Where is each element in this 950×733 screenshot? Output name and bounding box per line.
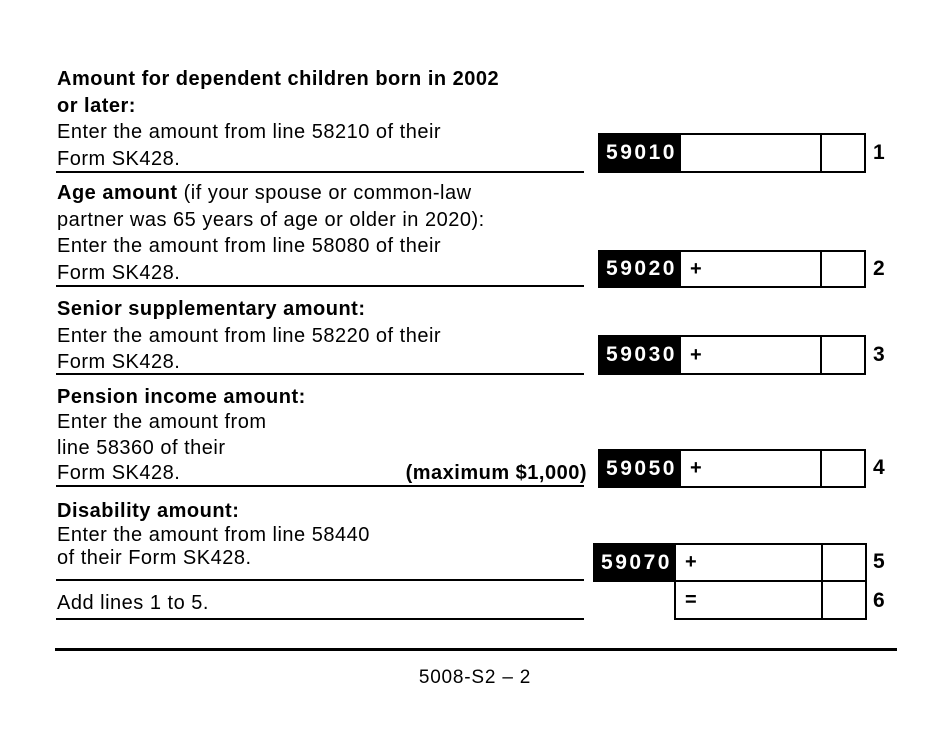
maximum-note: (maximum $1,000): [405, 461, 587, 484]
section-age-amount-text: Age amount (if your spouse or common-law…: [57, 180, 587, 287]
section-body-line: partner was 65 years of age or older in …: [57, 208, 485, 231]
line-number-6: 6: [873, 589, 886, 612]
section-total-text: Add lines 1 to 5.: [57, 590, 587, 617]
section-title-bold: Age amount: [57, 182, 178, 204]
amount-input-line4[interactable]: +: [681, 451, 820, 486]
separator-line: [56, 618, 584, 620]
field-row-4: 59050 +: [598, 449, 866, 488]
line-number-1: 1: [873, 141, 886, 164]
field-row-5: 59070 +: [593, 543, 867, 582]
section-body-line: Form SK428.: [57, 148, 181, 171]
separator-line: [56, 373, 584, 375]
section-body-line: Add lines 1 to 5.: [57, 592, 209, 614]
line-number-4: 4: [873, 456, 886, 479]
section-disability-text: Disability amount: Enter the amount from…: [57, 500, 587, 571]
equals-sign: =: [685, 588, 697, 611]
section-title-line: Disability amount:: [57, 500, 240, 522]
field-code-box-59050: 59050: [600, 451, 681, 486]
field-code-box-59010: 59010: [600, 135, 681, 171]
separator-line: [56, 579, 584, 581]
section-title-line: Amount for dependent children born in 20…: [57, 68, 500, 90]
line-number-5: 5: [873, 550, 886, 573]
cents-input-line1[interactable]: [820, 135, 864, 171]
field-row-1: 59010: [598, 133, 866, 173]
section-body-line: of their Form SK428.: [57, 547, 252, 569]
form-id-footer: 5008-S2 – 2: [418, 667, 532, 688]
page-bottom-rule: [55, 648, 897, 651]
section-senior-supplementary-text: Senior supplementary amount: Enter the a…: [57, 296, 587, 376]
plus-sign: +: [690, 457, 702, 479]
cents-input-line4[interactable]: [820, 451, 864, 486]
section-title-line: Age amount (if your spouse or common-law: [57, 180, 587, 207]
section-title-line: Pension income amount:: [57, 386, 306, 408]
amount-input-line3[interactable]: +: [681, 337, 820, 373]
field-row-3: 59030 +: [598, 335, 866, 375]
amount-input-line2[interactable]: +: [681, 252, 820, 286]
cents-input-line6[interactable]: [821, 582, 865, 618]
plus-sign: +: [690, 257, 702, 280]
section-pension-income-text: Pension income amount: Enter the amount …: [57, 385, 587, 486]
line-number-2: 2: [873, 257, 886, 280]
separator-line: [56, 485, 584, 487]
section-title-line: Senior supplementary amount:: [57, 298, 366, 320]
separator-line: [56, 171, 584, 173]
section-body-line: Enter the amount from line 58210 of thei…: [57, 121, 442, 144]
section-dependent-children-text: Amount for dependent children born in 20…: [57, 66, 587, 173]
field-row-2: 59020 +: [598, 250, 866, 288]
section-body-line: Form SK428. (maximum $1,000): [57, 461, 587, 486]
field-code-box-59070: 59070: [595, 545, 676, 580]
amount-input-line5[interactable]: +: [676, 545, 821, 580]
amount-input-line1[interactable]: [681, 135, 820, 171]
field-row-6: =: [674, 580, 867, 620]
plus-sign: +: [685, 551, 697, 573]
section-body-line: line 58360 of their: [57, 436, 226, 459]
section-body-text: Form SK428.: [57, 461, 181, 484]
field-code-box-59030: 59030: [600, 337, 681, 373]
section-title-line: or later:: [57, 94, 136, 117]
section-body-line: Enter the amount from line 58220 of thei…: [57, 324, 442, 347]
section-body-line: Enter the amount from: [57, 411, 267, 434]
section-title-suffix: (if your spouse or common-law: [183, 182, 472, 204]
line-number-3: 3: [873, 343, 886, 366]
section-body-line: Enter the amount from line 58080 of thei…: [57, 235, 442, 258]
section-body-line: Form SK428.: [57, 351, 181, 374]
section-body-line: Enter the amount from line 58440: [57, 523, 370, 546]
amount-input-line6[interactable]: =: [676, 582, 821, 618]
separator-line: [56, 285, 584, 287]
plus-sign: +: [690, 343, 702, 366]
cents-input-line5[interactable]: [821, 545, 865, 580]
section-body-line: Form SK428.: [57, 262, 181, 285]
cents-input-line3[interactable]: [820, 337, 864, 373]
cents-input-line2[interactable]: [820, 252, 864, 286]
field-code-box-59020: 59020: [600, 252, 681, 286]
